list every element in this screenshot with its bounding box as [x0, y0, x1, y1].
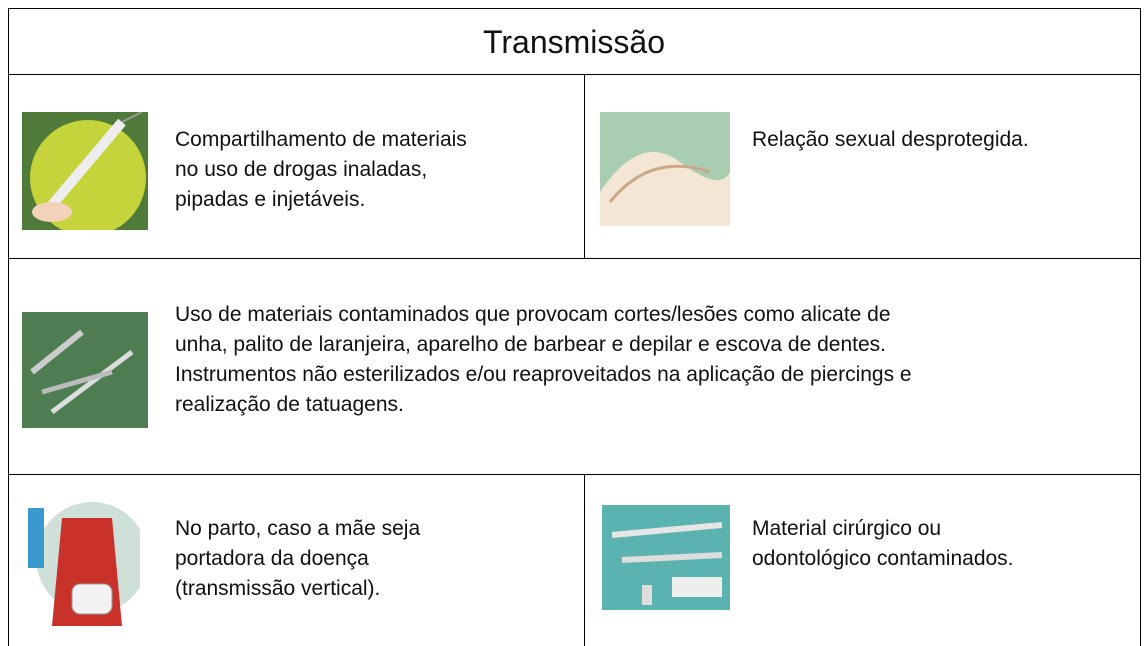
text-line: realização de tatuagens. [175, 393, 404, 416]
cell-text: Material cirúrgico ou odontológico contam… [752, 514, 1014, 574]
text-line: Instrumentos não esterilizados e/ou reap… [175, 363, 912, 386]
text-line: pipadas e injetáveis. [175, 188, 366, 211]
cell-text: No parto, caso a mãe seja portadora da do… [175, 514, 420, 604]
border [8, 258, 1141, 259]
text-line: Material cirúrgico ou [752, 517, 942, 540]
syringe-image [22, 112, 148, 230]
cell-text: Uso de materiais contaminados que provoc… [175, 300, 912, 420]
cell-text: Relação sexual desprotegida. [752, 125, 1029, 155]
text-line: Relação sexual desprotegida. [752, 128, 1029, 151]
surgical-image [602, 505, 730, 610]
border [584, 474, 585, 646]
border [8, 74, 1141, 75]
cell-text: Compartilhamento de materiais no uso de d… [175, 125, 467, 215]
text-line: odontológico contaminados. [752, 547, 1014, 570]
text-line: portadora da doença [175, 547, 369, 570]
text-line: unha, palito de laranjeira, aparelho de … [175, 333, 886, 356]
border [584, 74, 585, 258]
border [8, 8, 9, 646]
border [8, 474, 1141, 475]
mother-image [22, 498, 140, 626]
text-line: no uso de drogas inaladas, [175, 158, 428, 181]
couple-image [600, 112, 730, 226]
text-line: No parto, caso a mãe seja [175, 517, 421, 540]
text-line: Compartilhamento de materiais [175, 128, 467, 151]
text-line: (transmissão vertical). [175, 577, 381, 600]
title: Transmissão [483, 24, 665, 60]
border [8, 8, 1141, 9]
tools-image [22, 312, 148, 428]
text-line: Uso de materiais contaminados que provoc… [175, 303, 891, 326]
border [1140, 8, 1141, 646]
